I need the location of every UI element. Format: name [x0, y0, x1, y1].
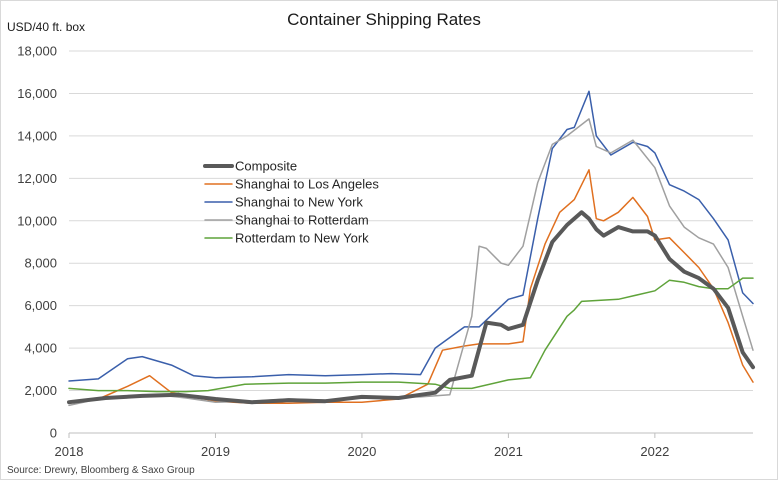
- series-line-shanghai-to-new-york: [68, 90, 754, 382]
- y-axis-unit-label: USD/40 ft. box: [7, 20, 85, 34]
- series-line-shanghai-to-rotterdam: [68, 118, 754, 407]
- y-axis-ticks: 0 2,000 4,000 6,000 8,000 10,000 12,000 14,000 1…: [17, 44, 57, 441]
- y-tick-label: 2,000: [24, 383, 57, 398]
- legend-label-rotterdam-to-new-york: Rotterdam to New York: [235, 231, 369, 246]
- y-tick-label: 16,000: [17, 86, 57, 101]
- x-tick-label: 2021: [494, 444, 523, 459]
- x-tick-label: 2019: [201, 444, 230, 459]
- x-tick-label: 2020: [347, 444, 376, 459]
- y-tick-label: 6,000: [24, 298, 57, 313]
- series-lines: [67, 90, 755, 407]
- y-tick-label: 12,000: [17, 171, 57, 186]
- x-axis-ticks: 2018 2019 2020 2021 2022: [55, 432, 753, 459]
- y-tick-label: 4,000: [24, 341, 57, 356]
- series-line-rotterdam-to-new-york: [68, 277, 754, 393]
- y-tick-label: 8,000: [24, 256, 57, 271]
- source-note: Source: Drewry, Bloomberg & Saxo Group: [7, 465, 195, 476]
- legend-label-shanghai-to-rotterdam: Shanghai to Rotterdam: [235, 213, 369, 228]
- y-tick-label: 10,000: [17, 213, 57, 228]
- x-tick-label: 2022: [640, 444, 669, 459]
- y-tick-label: 14,000: [17, 128, 57, 143]
- y-tick-label: 18,000: [17, 44, 57, 59]
- chart-title: Container Shipping Rates: [287, 10, 481, 29]
- legend-label-shanghai-to-new-york: Shanghai to New York: [235, 195, 363, 210]
- gridlines: [69, 50, 753, 392]
- series-line-composite: [67, 210, 755, 405]
- x-tick-label: 2018: [55, 444, 84, 459]
- series-line-shanghai-to-los-angeles: [68, 169, 754, 405]
- legend: Composite Shanghai to Los Angeles Shanghai…: [203, 159, 379, 246]
- y-tick-label: 0: [50, 426, 57, 441]
- legend-label-shanghai-to-los-angeles: Shanghai to Los Angeles: [235, 177, 379, 192]
- legend-label-composite: Composite: [235, 159, 297, 174]
